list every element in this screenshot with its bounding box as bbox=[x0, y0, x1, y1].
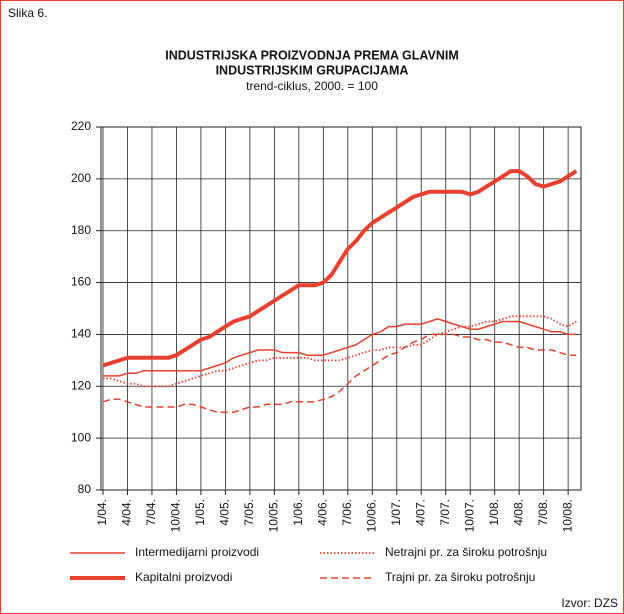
x-tick-label: 1/04. bbox=[95, 499, 109, 526]
x-tick-label: 4/04. bbox=[120, 499, 134, 526]
y-tick-label: 220 bbox=[71, 119, 91, 133]
x-tick-label: 4/05. bbox=[218, 499, 232, 526]
x-tick-label: 10/06. bbox=[364, 499, 378, 532]
source: Izvor: DZS bbox=[561, 596, 618, 610]
y-tick-label: 120 bbox=[71, 378, 91, 392]
y-tick-label: 200 bbox=[71, 171, 91, 185]
chart-subtitle: trend-ciklus, 2000. = 100 bbox=[246, 79, 378, 93]
y-tick-label: 140 bbox=[71, 327, 91, 341]
x-tick-label: 4/08. bbox=[511, 499, 525, 526]
y-tick-label: 180 bbox=[71, 223, 91, 237]
plot-border bbox=[100, 126, 582, 491]
y-tick-label: 160 bbox=[71, 275, 91, 289]
series-line bbox=[103, 315, 577, 388]
x-tick-label: 7/05. bbox=[242, 499, 256, 526]
figure-label: Slika 6. bbox=[8, 6, 47, 20]
legend-label: Trajni pr. za široku potrošnju bbox=[385, 570, 535, 584]
x-tick-label: 4/06. bbox=[315, 499, 329, 526]
x-tick-label: 10/04. bbox=[169, 499, 183, 532]
x-tick-label: 1/06. bbox=[291, 499, 305, 526]
x-tick-label: 7/08. bbox=[536, 499, 550, 526]
series-line bbox=[102, 333, 577, 413]
chart-title: INDUSTRIJSKIM GRUPACIJAMA bbox=[216, 63, 409, 77]
y-tick-label: 80 bbox=[78, 482, 92, 496]
series-line bbox=[103, 318, 577, 377]
x-tick-label: 1/08. bbox=[487, 499, 501, 526]
x-tick-label: 7/06. bbox=[340, 499, 354, 526]
chart-title: INDUSTRIJSKA PROIZVODNJA PREMA GLAVNIM bbox=[165, 48, 459, 62]
y-tick-label: 100 bbox=[71, 430, 91, 444]
x-tick-label: 7/04. bbox=[144, 499, 158, 526]
series-line bbox=[102, 169, 578, 368]
x-tick-label: 1/05. bbox=[193, 499, 207, 526]
x-tick-label: 10/05. bbox=[267, 499, 281, 532]
legend-label: Kapitalni proizvodi bbox=[135, 570, 232, 584]
x-tick-label: 1/07. bbox=[389, 499, 403, 526]
x-tick-label: 10/08. bbox=[560, 499, 574, 532]
x-tick-label: 7/07. bbox=[438, 499, 452, 526]
plot-area bbox=[101, 127, 581, 490]
x-tick-label: 4/07. bbox=[413, 499, 427, 526]
legend-label: Netrajni pr. za široku potrošnju bbox=[385, 545, 547, 559]
x-tick-label: 10/07. bbox=[462, 499, 476, 532]
legend-label: Intermedijarni proizvodi bbox=[135, 545, 259, 559]
